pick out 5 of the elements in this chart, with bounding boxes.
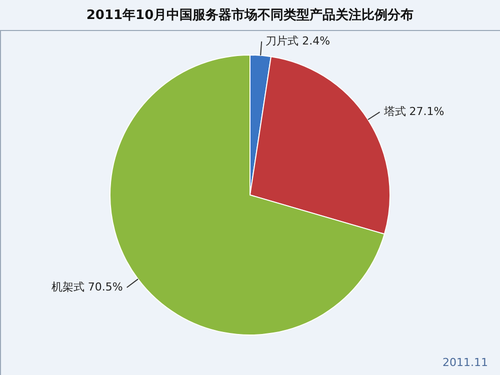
chart-title: 2011年10月中国服务器市场不同类型产品关注比例分布 — [86, 7, 414, 23]
slice-label: 塔式 27.1% — [382, 105, 444, 118]
text: 2011.11 — [442, 356, 488, 369]
slice-label: 机架式 70.5% — [51, 280, 123, 294]
slice-label: 刀片式 2.4% — [266, 34, 330, 48]
